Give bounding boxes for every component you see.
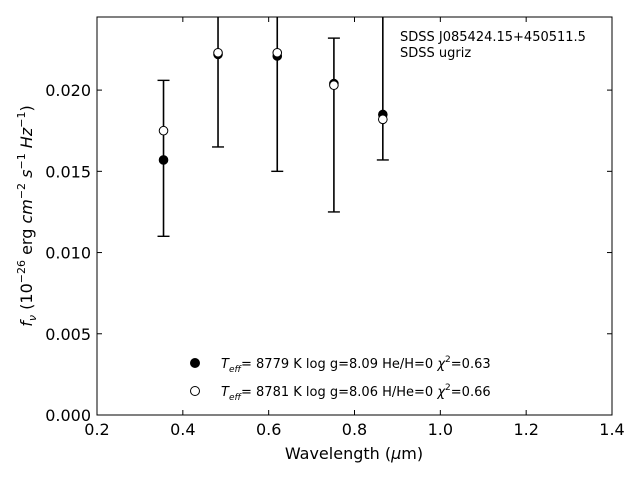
legend-marker-open [190,386,200,396]
legend-marker-filled [190,358,200,368]
data-point-open [378,114,388,125]
y-tick-label: 0.000 [45,406,91,425]
annotation-line-1: SDSS J085424.15+450511.5 [400,30,586,45]
y-axis-label: fν (10−26 erg cm−2 s−1 Hz−1) [15,105,39,326]
x-tick-label: 0.4 [170,420,195,439]
y-tick-label: 0.020 [45,81,91,100]
data-point-open [158,125,169,136]
data-point-open [213,47,223,58]
legend-entry-open: Teff= 8781 K log g=8.06 H/He=0 χ2=0.66 [221,383,491,403]
x-tick-label: 0.8 [342,420,367,439]
y-axis-ticks: 0.000 0.005 0.010 0.015 0.020 [45,81,612,425]
y-tick-label: 0.005 [45,325,91,344]
data-point-filled [158,155,169,165]
data-marks [157,17,389,238]
x-axis-ticks: 0.2 0.4 0.6 0.8 1.0 1.2 1.4 [84,17,625,439]
annotation-line-2: SDSS ugriz [400,46,471,61]
x-tick-label: 1.2 [513,420,538,439]
x-axis-label: Wavelength (μm) [285,444,423,463]
x-tick-label: 0.6 [256,420,281,439]
legend: Teff= 8779 K log g=8.09 He/H=0 χ2=0.63 T… [190,355,491,403]
data-point-open [329,80,339,91]
plot-frame [96,16,613,416]
data-point-open [272,47,283,58]
x-tick-label: 1.0 [428,420,453,439]
y-tick-label: 0.015 [45,162,91,181]
y-tick-label: 0.010 [45,244,91,263]
x-tick-label: 0.2 [84,420,109,439]
legend-entry-filled: Teff= 8779 K log g=8.09 He/H=0 χ2=0.63 [221,355,491,375]
x-tick-label: 1.4 [599,420,624,439]
